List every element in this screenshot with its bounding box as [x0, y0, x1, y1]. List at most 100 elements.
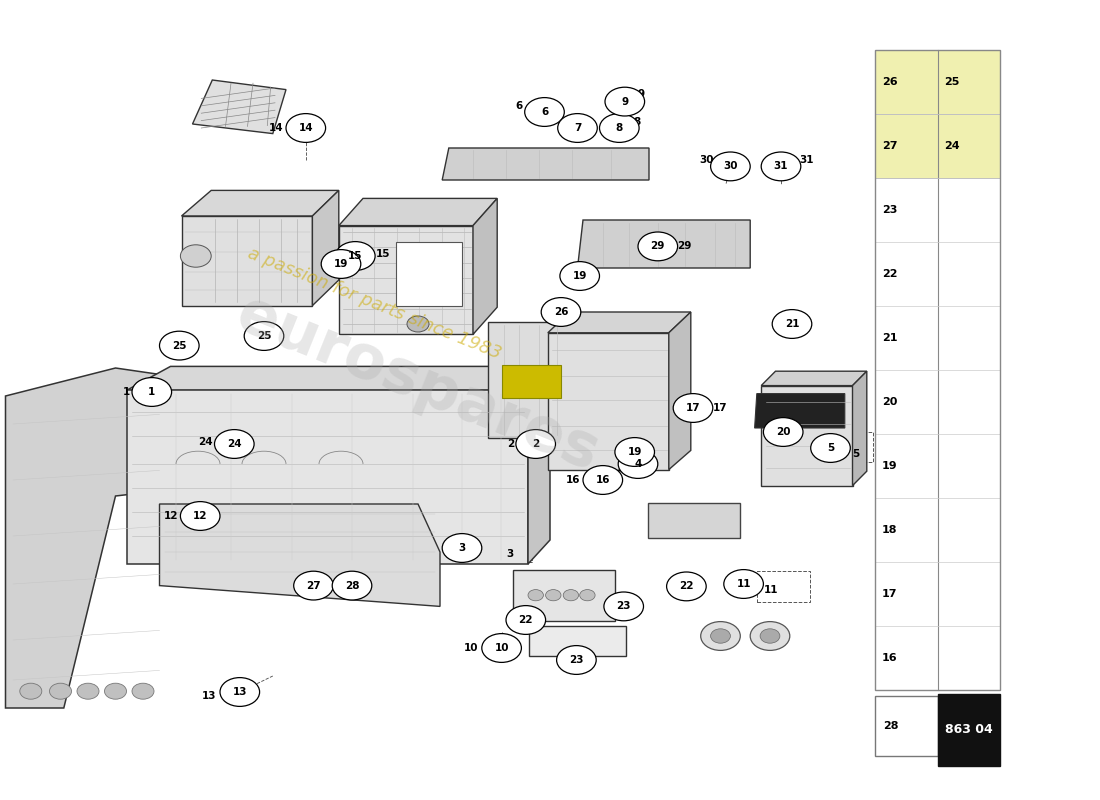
- Polygon shape: [6, 368, 170, 708]
- FancyBboxPatch shape: [876, 50, 937, 114]
- Text: 12: 12: [164, 511, 178, 521]
- Circle shape: [516, 430, 556, 458]
- FancyBboxPatch shape: [937, 114, 1001, 178]
- Text: 30: 30: [700, 155, 714, 165]
- Circle shape: [244, 322, 284, 350]
- Circle shape: [220, 678, 260, 706]
- Text: 5: 5: [852, 450, 860, 459]
- Text: 10: 10: [494, 643, 509, 653]
- Circle shape: [160, 331, 199, 360]
- Text: 22: 22: [679, 582, 694, 591]
- Circle shape: [180, 502, 220, 530]
- Text: 863 04: 863 04: [945, 723, 993, 736]
- Polygon shape: [339, 198, 497, 226]
- Text: 7: 7: [550, 117, 558, 126]
- Text: 16: 16: [595, 475, 610, 485]
- Circle shape: [761, 152, 801, 181]
- Text: 24: 24: [227, 439, 242, 449]
- Circle shape: [336, 242, 375, 270]
- Text: 21: 21: [784, 319, 800, 329]
- Circle shape: [132, 683, 154, 699]
- Text: 11: 11: [736, 579, 751, 589]
- Text: 20: 20: [882, 397, 896, 407]
- FancyBboxPatch shape: [529, 626, 626, 656]
- Text: 23: 23: [616, 602, 631, 611]
- Text: 17: 17: [685, 403, 701, 413]
- Text: 13: 13: [202, 691, 217, 701]
- Circle shape: [563, 590, 579, 601]
- Text: 2: 2: [532, 439, 539, 449]
- Text: eurospares: eurospares: [228, 284, 608, 484]
- Text: 15: 15: [348, 251, 363, 261]
- Circle shape: [180, 245, 211, 267]
- Circle shape: [772, 310, 812, 338]
- Text: 6: 6: [515, 101, 522, 110]
- Polygon shape: [339, 226, 473, 334]
- Circle shape: [482, 634, 521, 662]
- Text: 9: 9: [638, 90, 645, 99]
- Text: 16: 16: [566, 475, 581, 485]
- Circle shape: [580, 590, 595, 601]
- Text: 7: 7: [574, 123, 581, 133]
- Text: 2: 2: [507, 439, 515, 449]
- Circle shape: [214, 430, 254, 458]
- Polygon shape: [160, 504, 440, 606]
- Text: 3: 3: [459, 543, 465, 553]
- FancyBboxPatch shape: [396, 242, 462, 306]
- Text: 29: 29: [678, 242, 692, 251]
- Circle shape: [557, 646, 596, 674]
- FancyBboxPatch shape: [937, 50, 1001, 114]
- Text: 26: 26: [882, 77, 898, 87]
- Text: 31: 31: [773, 162, 789, 171]
- Text: 19: 19: [882, 461, 898, 471]
- Circle shape: [811, 434, 850, 462]
- Polygon shape: [755, 394, 845, 428]
- Text: 27: 27: [882, 141, 898, 151]
- Polygon shape: [852, 371, 867, 486]
- Text: 19: 19: [333, 259, 349, 269]
- Polygon shape: [126, 366, 550, 390]
- Polygon shape: [578, 220, 750, 268]
- Circle shape: [442, 534, 482, 562]
- Circle shape: [673, 394, 713, 422]
- FancyBboxPatch shape: [513, 570, 615, 621]
- Text: 21: 21: [882, 333, 898, 343]
- Text: 18: 18: [882, 525, 898, 535]
- Text: 22: 22: [882, 269, 898, 279]
- Circle shape: [701, 622, 740, 650]
- Text: 23: 23: [569, 655, 584, 665]
- Text: 9: 9: [621, 97, 628, 106]
- Circle shape: [750, 622, 790, 650]
- Circle shape: [286, 114, 326, 142]
- Text: 26: 26: [553, 307, 569, 317]
- Circle shape: [618, 450, 658, 478]
- FancyBboxPatch shape: [502, 365, 561, 398]
- Text: 27: 27: [306, 581, 321, 590]
- Text: 17: 17: [713, 403, 727, 413]
- Text: 4: 4: [617, 466, 625, 475]
- Text: 16: 16: [882, 653, 898, 663]
- Circle shape: [605, 87, 645, 116]
- Circle shape: [763, 418, 803, 446]
- Circle shape: [724, 570, 763, 598]
- Circle shape: [332, 571, 372, 600]
- Text: 30: 30: [723, 162, 738, 171]
- Text: 25: 25: [256, 331, 272, 341]
- Circle shape: [615, 438, 654, 466]
- Circle shape: [77, 683, 99, 699]
- Circle shape: [600, 114, 639, 142]
- Circle shape: [321, 250, 361, 278]
- Circle shape: [711, 152, 750, 181]
- Text: 3: 3: [506, 549, 514, 558]
- Text: 28: 28: [882, 721, 899, 731]
- Polygon shape: [312, 190, 339, 306]
- Circle shape: [541, 298, 581, 326]
- Circle shape: [558, 114, 597, 142]
- Text: 24: 24: [944, 141, 960, 151]
- Text: 12: 12: [192, 511, 208, 521]
- Text: 31: 31: [800, 155, 814, 165]
- Circle shape: [50, 683, 72, 699]
- Circle shape: [525, 98, 564, 126]
- Polygon shape: [761, 386, 852, 486]
- Text: 14: 14: [298, 123, 314, 133]
